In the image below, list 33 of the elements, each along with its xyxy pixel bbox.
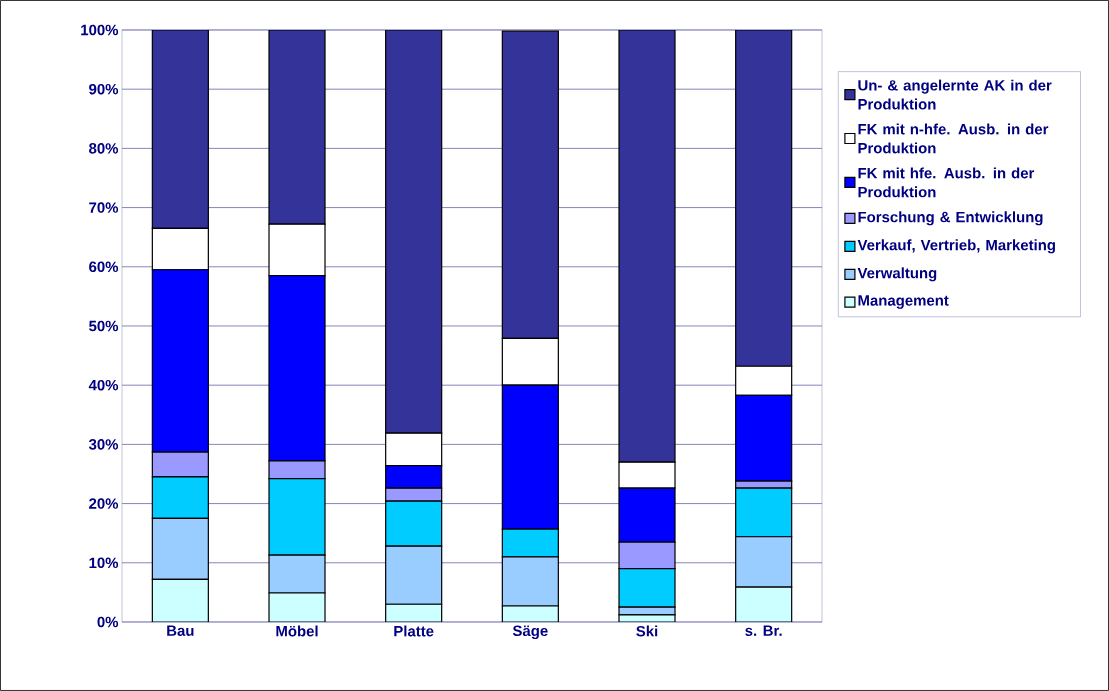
bar	[735, 586, 793, 622]
legend-label: Un- & angelernte AK in der Produktion	[858, 79, 1052, 110]
y-tick-label: 20%	[89, 498, 119, 509]
x-tick-label: Platte	[394, 625, 434, 637]
x-tick-label: Bau	[167, 625, 194, 636]
y-tick-label: 60%	[89, 261, 119, 273]
legend-label: FK mit n-hfe. Ausb. in der Produktion	[858, 123, 1049, 154]
bar	[151, 578, 209, 622]
bar	[268, 592, 326, 622]
bar	[385, 29, 443, 434]
x-tick-label: Säge	[512, 625, 548, 640]
legend-label: Verwaltung	[857, 267, 937, 282]
bar	[501, 30, 559, 340]
legend-label: Forschung & Entwicklung	[858, 211, 1043, 226]
y-tick-label: 50%	[89, 320, 119, 332]
y-tick-label: 30%	[88, 439, 119, 450]
y-tick-label: 70%	[89, 202, 119, 213]
legend-label: FK mit hfe. Ausb. in der Produktion	[858, 167, 1035, 198]
x-tick-label: s. Br.	[745, 625, 782, 636]
y-tick-label: 100%	[81, 24, 119, 36]
y-tick-label: 90%	[89, 83, 119, 95]
y-tick-label: 0%	[97, 616, 119, 628]
y-tick-label: 10%	[89, 557, 119, 569]
bar	[735, 29, 793, 367]
legend-label: Management	[858, 295, 949, 309]
y-tick-label: 40%	[88, 379, 119, 391]
x-tick-label: Ski	[636, 625, 658, 637]
legend-label: Verkauf, Vertrieb, Marketing	[857, 239, 1055, 254]
bar	[151, 29, 209, 229]
y-tick-label: 80%	[89, 143, 119, 154]
bar	[268, 29, 326, 225]
bar	[618, 29, 676, 463]
x-tick-label: Möbel	[276, 625, 318, 637]
